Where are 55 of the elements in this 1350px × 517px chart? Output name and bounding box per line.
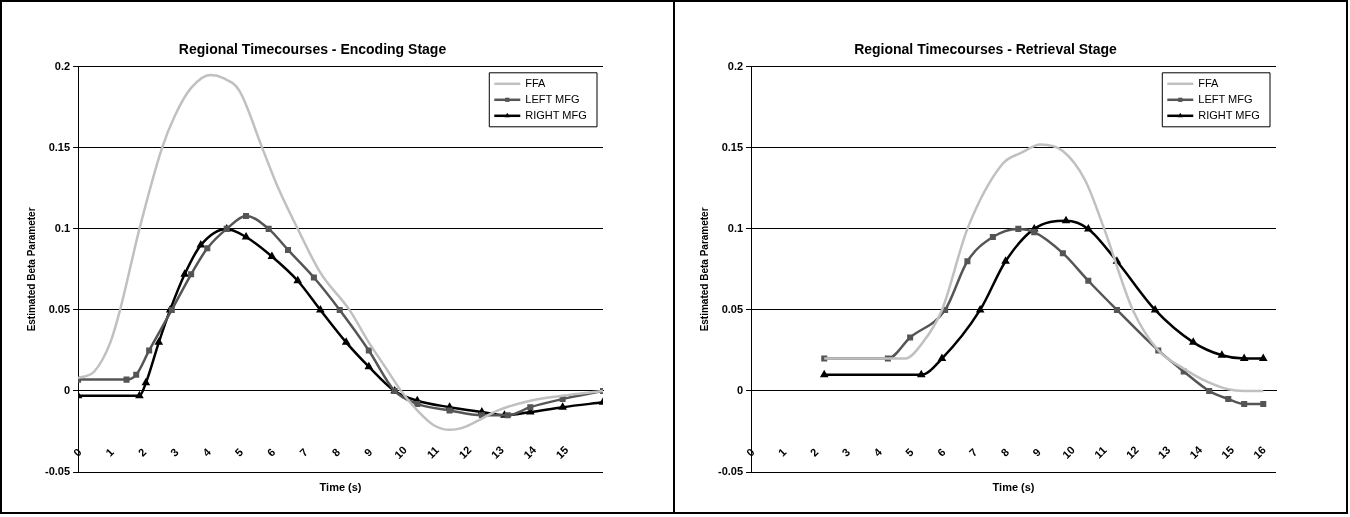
x-tick-label: 13 xyxy=(488,443,506,461)
x-axis-title: Time (s) xyxy=(992,480,1035,493)
y-tick-label: -0.05 xyxy=(44,465,71,478)
x-tick-label: 6 xyxy=(264,445,278,459)
x-tick-label: 4 xyxy=(200,445,214,459)
y-tick-label: 0.1 xyxy=(54,221,71,234)
x-tick-label: 5 xyxy=(232,445,246,459)
x-tick-label: 10 xyxy=(391,443,409,461)
x-tick-label: 12 xyxy=(456,443,474,461)
x-tick-label: 11 xyxy=(424,443,442,461)
x-tick-label: 10 xyxy=(1059,443,1078,461)
y-tick-label: 0 xyxy=(736,383,744,396)
legend-label: FFA xyxy=(1198,76,1220,89)
x-tick-label: 14 xyxy=(1187,443,1205,461)
x-tick-label: 2 xyxy=(807,445,821,459)
legend-label: LEFT MFG xyxy=(525,92,580,105)
x-tick-label: 1 xyxy=(103,445,117,459)
y-tick-label: -0.05 xyxy=(717,465,744,478)
legend-label: RIGHT MFG xyxy=(1198,108,1260,121)
x-tick-label: 6 xyxy=(934,445,948,459)
y-tick-label: 0.05 xyxy=(48,302,71,315)
x-tick-label: 3 xyxy=(839,445,853,459)
y-axis-title: Estimated Beta Parameter xyxy=(25,207,37,332)
legend-label: FFA xyxy=(525,76,547,89)
chart-title: Regional Timecourses - Retrieval Stage xyxy=(854,41,1118,58)
y-tick-label: 0.05 xyxy=(721,302,744,315)
x-tick-label: 3 xyxy=(167,445,181,459)
x-tick-label: 8 xyxy=(998,445,1012,459)
legend-label: LEFT MFG xyxy=(1198,92,1253,105)
x-tick-label: 12 xyxy=(1123,443,1141,461)
y-tick-label: 0.2 xyxy=(727,59,744,72)
y-tick-label: 0.15 xyxy=(721,140,744,153)
x-tick-label: 15 xyxy=(1219,443,1237,461)
y-tick-label: 0.2 xyxy=(54,59,71,72)
x-tick-label: 11 xyxy=(1091,443,1109,461)
x-tick-label: 7 xyxy=(297,445,310,459)
x-tick-label: 5 xyxy=(903,445,916,459)
x-tick-label: 4 xyxy=(871,445,885,459)
x-tick-label: 13 xyxy=(1155,443,1173,461)
y-tick-label: 0.1 xyxy=(727,221,744,234)
x-axis-title: Time (s) xyxy=(319,480,362,493)
y-tick-label: 0 xyxy=(63,383,71,396)
y-axis-title: Estimated Beta Parameter xyxy=(698,207,710,332)
y-tick-label: 0.15 xyxy=(48,140,71,153)
x-tick-label: 1 xyxy=(775,445,789,459)
x-tick-label: 2 xyxy=(135,445,149,459)
x-tick-label: 8 xyxy=(329,445,343,459)
x-tick-label: 9 xyxy=(361,445,375,459)
chart-title: Regional Timecourses - Encoding Stage xyxy=(178,41,447,58)
x-tick-label: 9 xyxy=(1030,445,1044,459)
x-tick-label: 16 xyxy=(1250,443,1268,461)
legend-label: RIGHT MFG xyxy=(525,108,587,121)
x-tick-label: 7 xyxy=(966,445,980,459)
x-tick-label: 14 xyxy=(521,443,539,461)
x-tick-label: 15 xyxy=(553,443,571,461)
